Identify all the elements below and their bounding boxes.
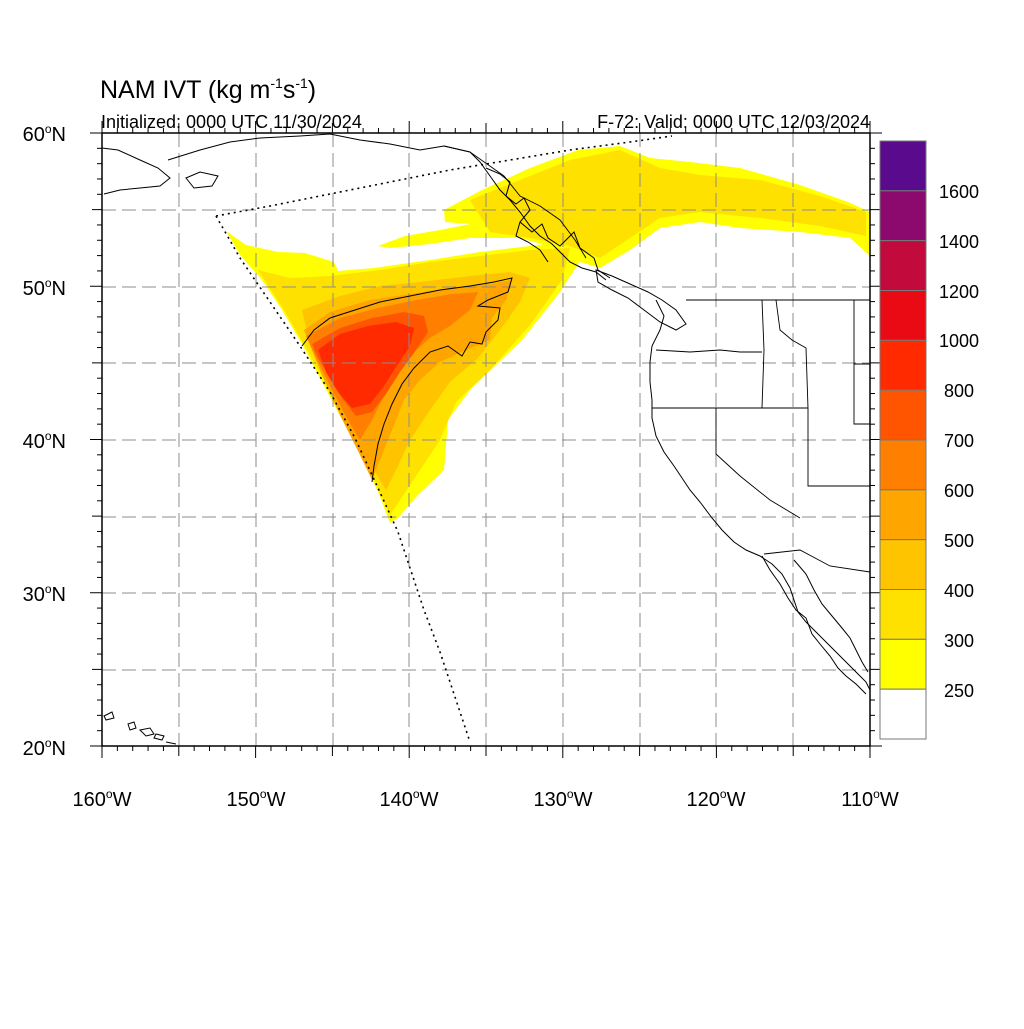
colorbar-box bbox=[879, 688, 927, 740]
lon-label-150w: 150oW bbox=[227, 787, 286, 811]
colorbar-box bbox=[879, 489, 927, 541]
initialized-time: Initialized: 0000 UTC 11/30/2024 bbox=[101, 112, 362, 132]
colorbar-box bbox=[879, 539, 927, 590]
lat-label-20n: 20oN bbox=[23, 736, 66, 760]
alaska-canada-border bbox=[443, 145, 587, 259]
us-west-coast bbox=[649, 299, 870, 691]
ivt-shading bbox=[226, 146, 870, 523]
lat-label-30n: 30oN bbox=[23, 582, 66, 606]
ivt-contour-500 bbox=[301, 277, 513, 483]
colorbar-box bbox=[879, 240, 927, 291]
colorbar-label-1600: 1600 bbox=[939, 182, 979, 202]
vancouver-island bbox=[595, 269, 687, 331]
california-nevada-border bbox=[715, 408, 801, 519]
ivt-band-800 bbox=[318, 322, 414, 408]
baja-california bbox=[761, 555, 869, 695]
colorbar-boxes bbox=[879, 140, 927, 740]
longitude-labels: 160oW 150oW 140oW 130oW 120oW 110oW bbox=[73, 787, 899, 811]
lat-label-50n: 50oN bbox=[23, 276, 66, 300]
model-domain-boundary bbox=[215, 135, 673, 743]
alaska-coast bbox=[102, 133, 607, 281]
lat-label-60n: 60oN bbox=[23, 122, 66, 146]
colorbar-box bbox=[879, 439, 927, 491]
lon-label-140w: 140oW bbox=[380, 787, 439, 811]
colorbar-label-400: 400 bbox=[944, 581, 974, 601]
colorbar-label-1200: 1200 bbox=[939, 282, 979, 302]
colorbar-box bbox=[879, 389, 927, 441]
valid-time: F-72: Valid: 0000 UTC 12/03/2024 bbox=[597, 112, 870, 132]
lon-label-130w: 130oW bbox=[534, 787, 593, 811]
ivt-band-300-north bbox=[470, 150, 866, 258]
lon-label-160w: 160oW bbox=[73, 787, 132, 811]
lon-label-110w: 110oW bbox=[841, 787, 899, 811]
map-title: NAM IVT (kg m-1s-1) bbox=[100, 75, 316, 104]
colorbar-label-700: 700 bbox=[944, 431, 974, 451]
mexico-border bbox=[763, 549, 870, 573]
colorbar-labels: 1600 1400 1200 1000 800 700 600 500 400 … bbox=[939, 182, 979, 701]
colorbar-label-300: 300 bbox=[944, 631, 974, 651]
lon-label-120w: 120oW bbox=[687, 787, 746, 811]
latitude-labels: 60oN 50oN 40oN 30oN 20oN bbox=[23, 122, 66, 760]
nevada-utah-border bbox=[807, 408, 870, 487]
colorbar-box bbox=[879, 339, 927, 391]
axis-ticks bbox=[90, 121, 882, 758]
colorbar: 1600 1400 1200 1000 800 700 600 500 400 … bbox=[879, 140, 979, 740]
idaho-border bbox=[761, 299, 809, 409]
map-panel bbox=[90, 121, 882, 758]
political-borders bbox=[443, 145, 870, 573]
colorbar-box bbox=[879, 589, 927, 640]
coastlines bbox=[102, 133, 870, 745]
colorbar-label-1000: 1000 bbox=[939, 331, 979, 351]
colorbar-label-600: 600 bbox=[944, 481, 974, 501]
colorbar-label-500: 500 bbox=[944, 531, 974, 551]
colorbar-box bbox=[879, 190, 927, 242]
washington-oregon-border bbox=[655, 349, 762, 353]
colorbar-box bbox=[879, 140, 927, 192]
colorbar-label-800: 800 bbox=[944, 381, 974, 401]
graticule bbox=[102, 133, 870, 746]
bc-archipelago bbox=[485, 167, 611, 279]
montana-wyoming bbox=[853, 300, 870, 425]
lat-label-40n: 40oN bbox=[23, 429, 66, 453]
colorbar-box bbox=[879, 638, 927, 690]
hawaii-islands bbox=[103, 711, 177, 745]
colorbar-box bbox=[879, 290, 927, 341]
colorbar-label-250: 250 bbox=[944, 681, 974, 701]
colorbar-label-1400: 1400 bbox=[939, 232, 979, 252]
